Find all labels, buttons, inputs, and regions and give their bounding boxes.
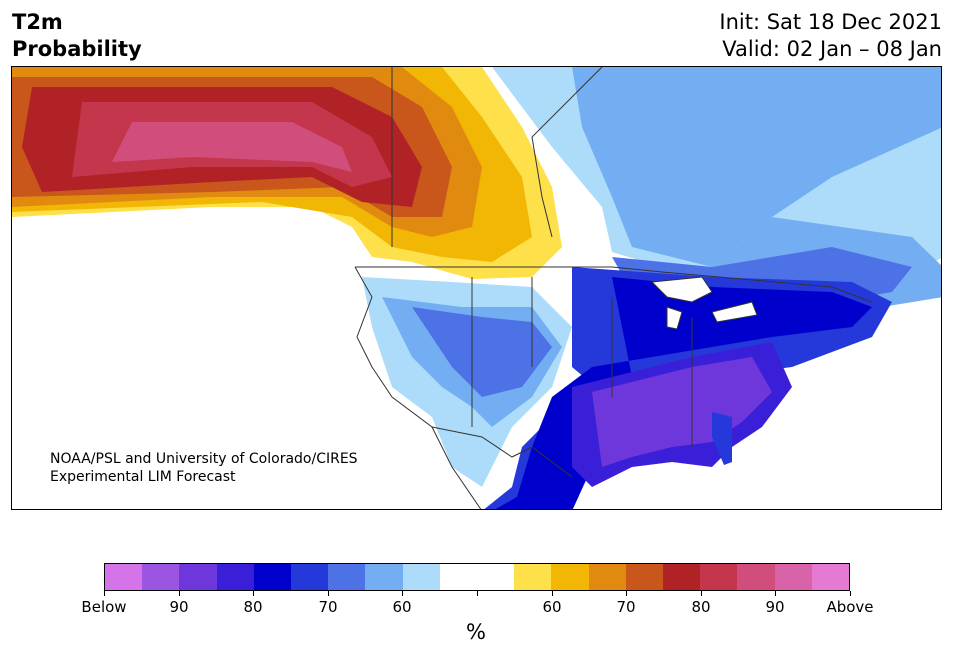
colorbar-tick bbox=[477, 591, 478, 596]
colorbar-tick-label: 90 bbox=[169, 598, 189, 616]
region-west-below-80 bbox=[412, 307, 552, 397]
colorbar-segment bbox=[402, 564, 440, 590]
colorbar-tick-label: Above bbox=[826, 598, 874, 616]
colorbar-segment bbox=[216, 564, 254, 590]
probability-map bbox=[12, 67, 941, 509]
colorbar bbox=[104, 563, 850, 591]
colorbar-segment bbox=[179, 564, 217, 590]
colorbar-segment bbox=[328, 564, 366, 590]
colorbar-segment bbox=[477, 564, 515, 590]
colorbar-segment bbox=[811, 564, 850, 590]
kind-label: Probability bbox=[12, 37, 142, 61]
colorbar-segment bbox=[142, 564, 180, 590]
credit-line-2: Experimental LIM Forecast bbox=[50, 469, 236, 485]
region-hudson-below bbox=[572, 67, 941, 267]
colorbar-segment bbox=[439, 564, 478, 590]
colorbar-segment bbox=[253, 564, 292, 590]
colorbar-tick-label: 80 bbox=[243, 598, 263, 616]
variable-label: T2m bbox=[12, 10, 63, 34]
colorbar-tick bbox=[402, 591, 403, 596]
colorbar-unit: % bbox=[466, 620, 486, 644]
colorbar-tick bbox=[552, 591, 553, 596]
credit-text: NOAA/PSL and University of Colorado/CIRE… bbox=[50, 450, 358, 486]
colorbar-tick-label: 70 bbox=[318, 598, 338, 616]
credit-line-1: NOAA/PSL and University of Colorado/CIRE… bbox=[50, 451, 358, 467]
colorbar-segment bbox=[737, 564, 775, 590]
colorbar-segment bbox=[663, 564, 701, 590]
valid-dates: Valid: 02 Jan – 08 Jan bbox=[722, 37, 942, 61]
colorbar-tick-label: 80 bbox=[691, 598, 711, 616]
region-warm-above bbox=[112, 122, 352, 172]
colorbar-segment bbox=[514, 564, 552, 590]
colorbar-segment bbox=[551, 564, 589, 590]
colorbar-tick bbox=[775, 591, 776, 596]
colorbar-tick bbox=[179, 591, 180, 596]
map-title: T2m Probability bbox=[12, 9, 142, 63]
borders bbox=[354, 67, 873, 509]
great-lakes bbox=[650, 276, 758, 330]
colorbar-tick-label: Below bbox=[81, 598, 127, 616]
colorbar-segment bbox=[625, 564, 664, 590]
colorbar-segment bbox=[588, 564, 626, 590]
colorbar-segment bbox=[365, 564, 403, 590]
colorbar-tick bbox=[104, 591, 105, 596]
colorbar-tick bbox=[253, 591, 254, 596]
colorbar-segment bbox=[291, 564, 329, 590]
colorbar-tick bbox=[850, 591, 851, 596]
colorbar-tick-label: 70 bbox=[616, 598, 636, 616]
forecast-dates: Init: Sat 18 Dec 2021 Valid: 02 Jan – 08… bbox=[719, 9, 942, 63]
region-florida-below bbox=[712, 412, 732, 465]
colorbar-tick-label: 90 bbox=[765, 598, 785, 616]
region-southeast-below-90b bbox=[592, 357, 772, 467]
colorbar-tick-label: 60 bbox=[392, 598, 412, 616]
colorbar-tick bbox=[328, 591, 329, 596]
init-date: Init: Sat 18 Dec 2021 bbox=[719, 10, 942, 34]
colorbar-tick-label: 60 bbox=[542, 598, 562, 616]
map-panel: NOAA/PSL and University of Colorado/CIRE… bbox=[11, 66, 942, 510]
colorbar-segment bbox=[700, 564, 738, 590]
colorbar-tick bbox=[626, 591, 627, 596]
colorbar-tick bbox=[701, 591, 702, 596]
colorbar-segment bbox=[774, 564, 812, 590]
colorbar-segment bbox=[105, 564, 143, 590]
